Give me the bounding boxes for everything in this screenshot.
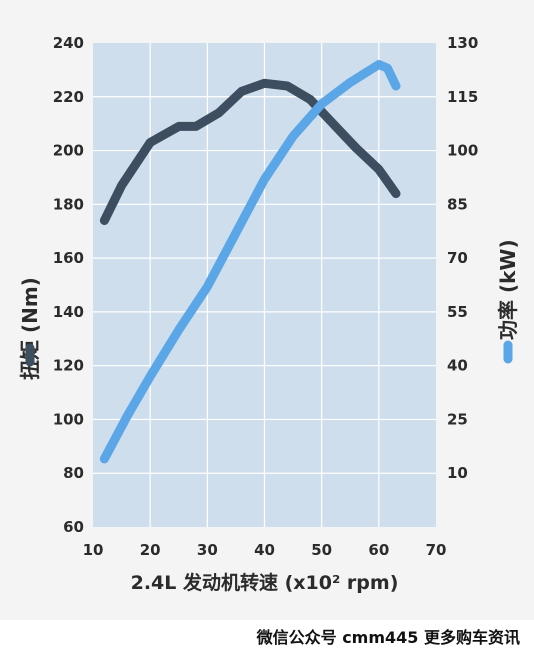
y-left-tick-label: 240 xyxy=(53,34,84,52)
y-left-tick-label: 220 xyxy=(53,88,84,106)
x-tick-label: 20 xyxy=(140,541,161,559)
y-right-title-group: 功率 (kW) xyxy=(496,239,520,340)
x-tick-label: 70 xyxy=(426,541,447,559)
y-right-tick-label: 10 xyxy=(447,464,468,482)
y-left-tick-label: 120 xyxy=(53,357,84,375)
chart-figure: 10 20 30 40 50 60 70 60 80 100 120 140 160 180 200 220 2… xyxy=(0,0,534,620)
y-right-tick-label: 70 xyxy=(447,249,468,267)
y-right-tick-label: 55 xyxy=(447,303,468,321)
torque-series-line xyxy=(99,78,401,225)
x-axis-title: 2.4L 发动机转速 (x10² rpm) xyxy=(131,571,399,594)
y-right-tick-label: 25 xyxy=(447,410,468,428)
y-left-tick-label: 160 xyxy=(53,249,84,267)
y-right-tick-label: 100 xyxy=(447,142,478,160)
y-left-tick-label: 140 xyxy=(53,303,84,321)
y-right-tick-label: 40 xyxy=(447,357,468,375)
x-tick-label: 10 xyxy=(83,541,104,559)
y-right-tick-label: 115 xyxy=(447,88,478,106)
x-tick-label: 50 xyxy=(311,541,332,559)
x-tick-label: 60 xyxy=(368,541,389,559)
x-tick-label: 40 xyxy=(254,541,275,559)
y-left-tick-label: 200 xyxy=(53,142,84,160)
y-right-axis-title: 功率 (kW) xyxy=(496,239,520,340)
y-left-tick-label: 80 xyxy=(63,464,84,482)
x-tick-label: 30 xyxy=(197,541,218,559)
y-left-tick-label: 60 xyxy=(63,518,84,536)
power-series-line xyxy=(99,60,401,464)
y-right-tick-label: 130 xyxy=(447,34,478,52)
torque-power-chart: 10 20 30 40 50 60 70 60 80 100 120 140 160 180 200 220 2… xyxy=(18,34,520,594)
y-right-tick-label: 85 xyxy=(447,195,468,213)
watermark-text: 微信公众号 cmm445 更多购车资讯 xyxy=(256,628,520,647)
y-left-tick-label: 100 xyxy=(53,410,84,428)
y-left-tick-label: 180 xyxy=(53,195,84,213)
